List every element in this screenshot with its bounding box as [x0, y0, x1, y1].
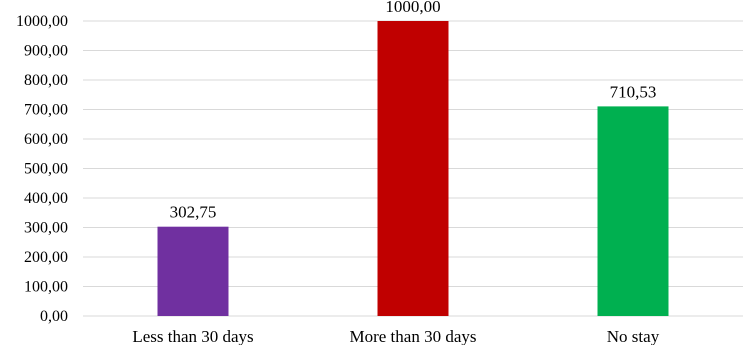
y-tick-label: 0,00 [40, 308, 68, 325]
data-label: 710,53 [610, 82, 657, 101]
data-labels: 302,75 1000,00 710,53 [170, 0, 657, 222]
y-tick-label: 600,00 [24, 131, 68, 148]
y-tick-label: 1000,00 [16, 13, 68, 30]
y-axis-tick-labels: 0,00 100,00 200,00 300,00 400,00 500,00 600,00… [16, 13, 68, 325]
y-tick-label: 100,00 [24, 279, 68, 296]
bar-no-stay [597, 106, 669, 316]
bar-more-than-30-days [377, 21, 449, 316]
y-tick-label: 900,00 [24, 43, 68, 60]
bars [157, 21, 669, 316]
x-category-label: More than 30 days [349, 327, 476, 345]
y-tick-label: 700,00 [24, 102, 68, 119]
data-label: 302,75 [170, 203, 217, 222]
y-tick-label: 200,00 [24, 249, 68, 266]
y-tick-label: 400,00 [24, 190, 68, 207]
data-label: 1000,00 [385, 0, 440, 16]
x-category-label: Less than 30 days [132, 327, 253, 345]
y-tick-label: 500,00 [24, 161, 68, 178]
x-category-label: No stay [607, 327, 660, 345]
bar-less-than-30-days [157, 226, 229, 316]
x-axis-category-labels: Less than 30 days More than 30 days No sta… [132, 327, 659, 345]
y-tick-label: 800,00 [24, 72, 68, 89]
y-tick-label: 300,00 [24, 220, 68, 237]
